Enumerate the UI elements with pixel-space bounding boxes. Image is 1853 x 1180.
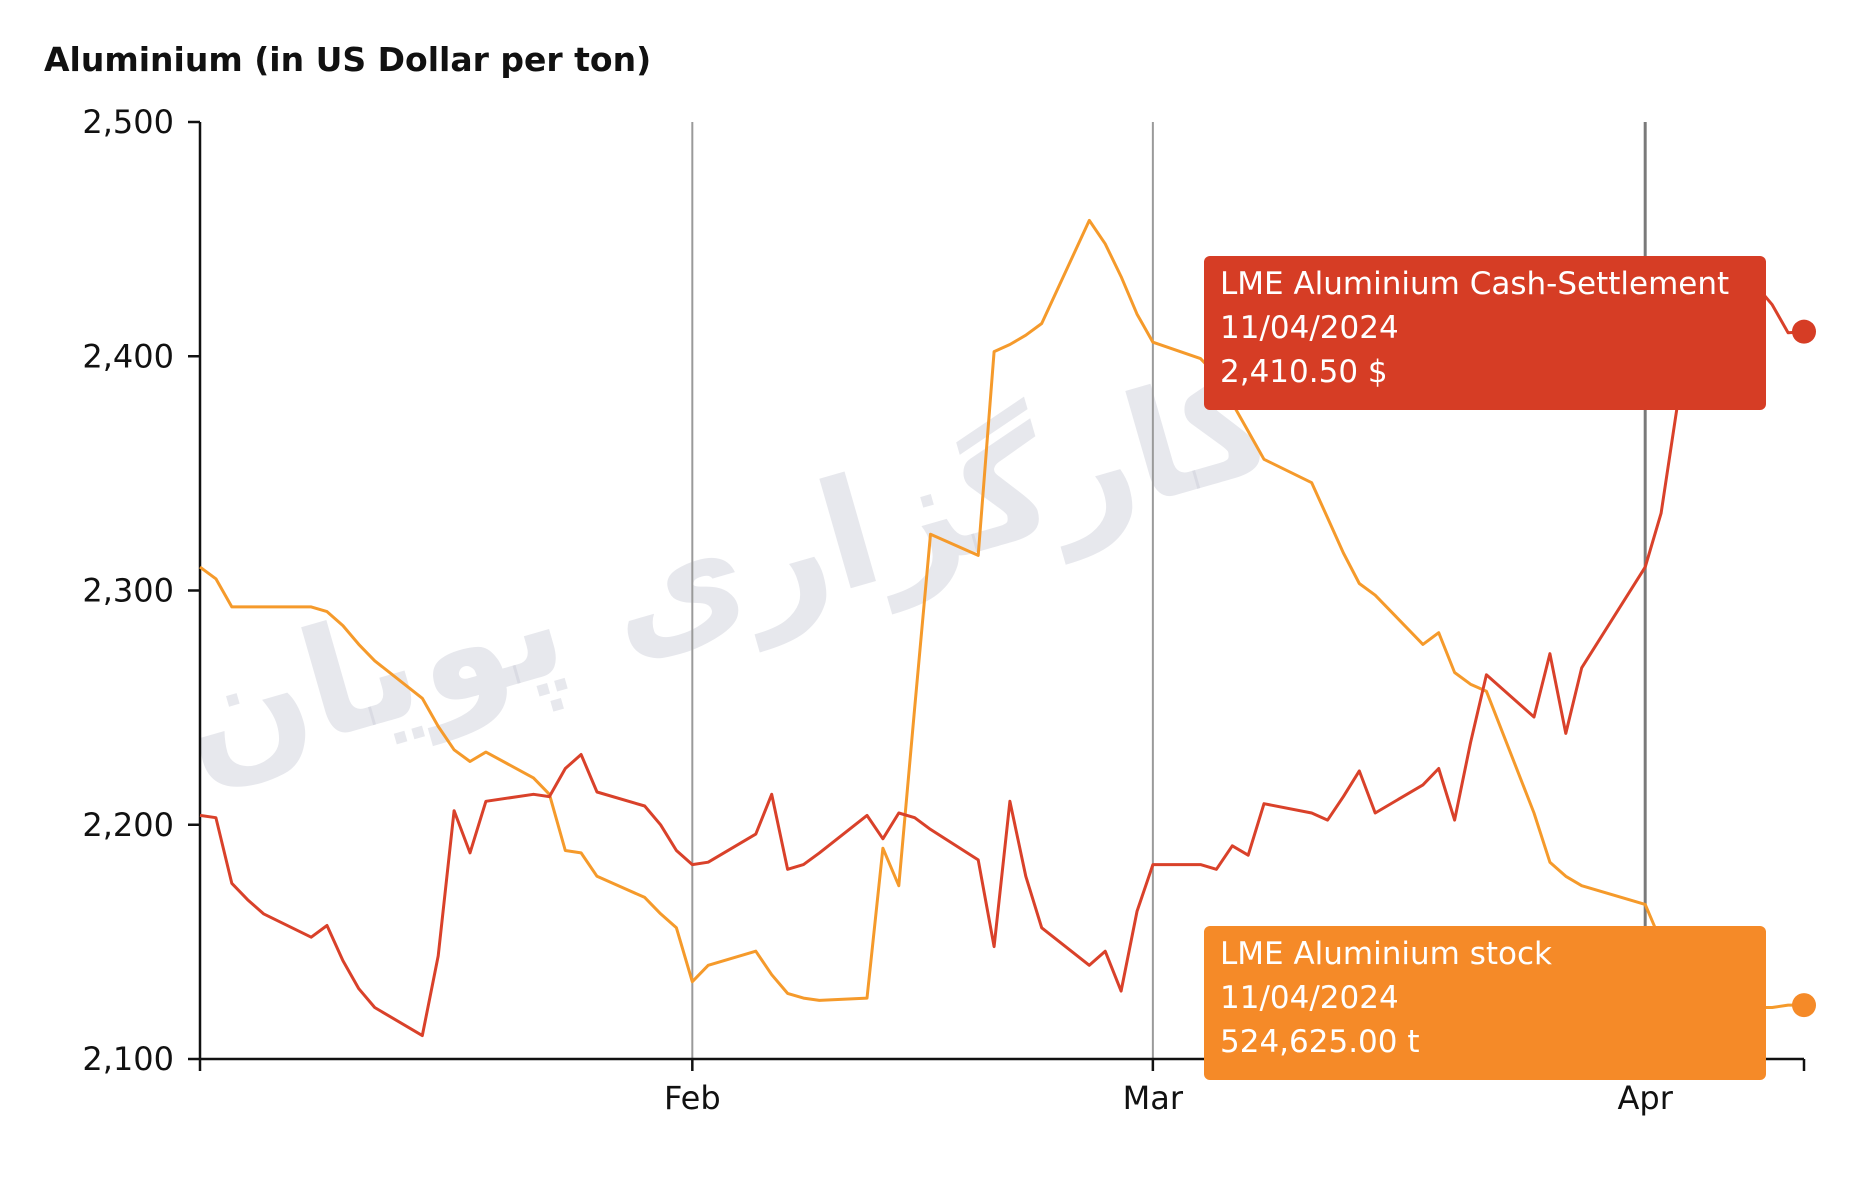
y-tick-label: 2,500 <box>82 103 174 141</box>
y-tick-label: 2,100 <box>82 1040 174 1078</box>
tooltip-stock: LME Aluminium stock 11/04/2024 524,625.0… <box>1204 926 1766 1080</box>
tooltip-cash-date: 11/04/2024 <box>1220 310 1399 346</box>
tooltip-cash-series: LME Aluminium Cash-Settlement <box>1220 266 1730 302</box>
x-tick-label: Feb <box>664 1079 721 1117</box>
tooltip-cash-settlement: LME Aluminium Cash-Settlement 11/04/2024… <box>1204 256 1766 410</box>
series-line-stock <box>199 218 1804 1009</box>
tooltip-stock-date: 11/04/2024 <box>1220 980 1399 1016</box>
x-tick-label: Apr <box>1618 1079 1674 1117</box>
series-line-cash-settlement <box>199 284 1805 1038</box>
marker-cash-settlement <box>1792 319 1816 344</box>
y-tick-label: 2,400 <box>82 337 174 375</box>
tooltip-stock-value: 524,625.00 t <box>1220 1024 1420 1060</box>
tooltip-cash-value: 2,410.50 $ <box>1220 354 1388 390</box>
watermark: کارگزاری پویان <box>159 332 1293 812</box>
x-tick-label: Mar <box>1123 1079 1184 1117</box>
y-tick-label: 2,200 <box>82 806 174 844</box>
chart-title: Aluminium (in US Dollar per ton) <box>44 40 652 79</box>
y-tick-label: 2,300 <box>82 572 174 610</box>
tooltip-stock-series: LME Aluminium stock <box>1220 936 1552 972</box>
marker-stock <box>1792 993 1816 1018</box>
